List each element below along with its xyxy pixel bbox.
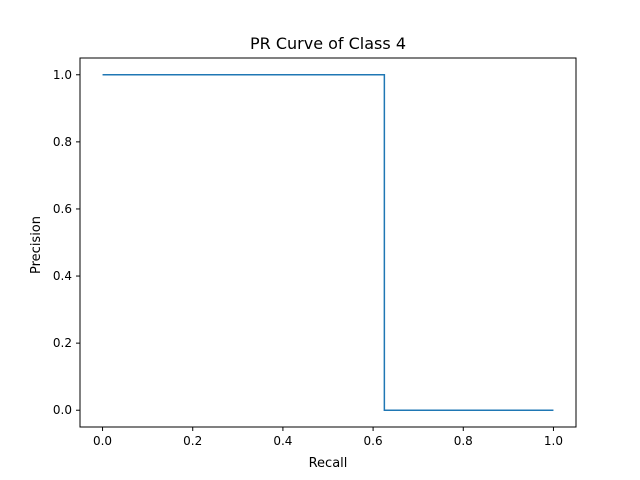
y-tick-label: 0.2	[53, 336, 72, 350]
y-axis-label: Precision	[29, 216, 44, 274]
x-tick-label: 0.2	[183, 434, 202, 448]
chart-title: PR Curve of Class 4	[250, 34, 406, 53]
y-axis-ticks: 0.0 0.2 0.4 0.6 0.8 1.0	[53, 68, 80, 417]
x-axis-label: Recall	[309, 456, 348, 471]
x-axis-ticks: 0.0 0.2 0.4 0.6 0.8 1.0	[93, 427, 563, 448]
x-tick-label: 0.0	[93, 434, 112, 448]
x-tick-label: 0.6	[364, 434, 383, 448]
y-tick-label: 0.8	[53, 135, 72, 149]
x-tick-label: 0.8	[454, 434, 473, 448]
x-tick-label: 0.4	[273, 434, 292, 448]
y-tick-label: 1.0	[53, 68, 72, 82]
y-tick-label: 0.4	[53, 269, 72, 283]
axes-frame	[79, 57, 577, 428]
y-tick-label: 0.0	[53, 403, 72, 417]
y-tick-label: 0.6	[53, 202, 72, 216]
series-line-0	[102, 74, 554, 411]
x-tick-label: 1.0	[544, 434, 563, 448]
plot-area	[102, 74, 554, 411]
